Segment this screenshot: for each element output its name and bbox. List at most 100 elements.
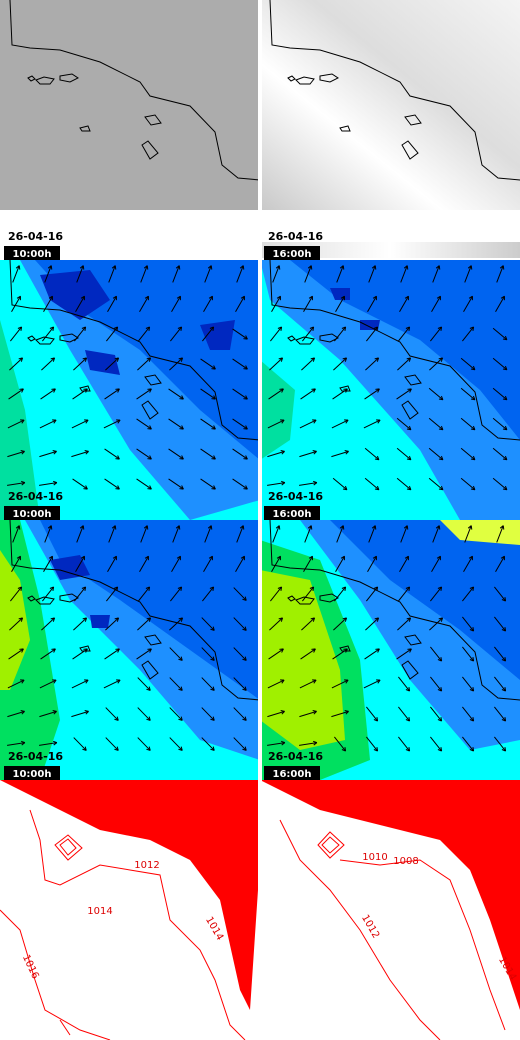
wind-arrow [432, 265, 440, 283]
wind-arrow [72, 648, 88, 660]
arrow-head [469, 326, 475, 331]
arrow-head [20, 480, 26, 486]
wind-panel [0, 259, 261, 520]
arrow-head [207, 525, 213, 530]
wind-arrow [201, 707, 215, 721]
wind-arrow [299, 482, 317, 486]
wind-arrow [10, 326, 22, 342]
wind-arrow [169, 737, 183, 751]
wind-arrow [333, 617, 347, 631]
wind-arrow [42, 326, 54, 342]
arrow-head [278, 617, 284, 622]
arrow-head [404, 555, 409, 561]
wind-arrow [428, 477, 444, 491]
arrow-head [111, 265, 117, 270]
wind-arrow [202, 586, 214, 602]
arrow-head [83, 388, 88, 393]
time-badge [264, 766, 320, 780]
contour-label: 1014 [87, 906, 112, 917]
wind-arrow [105, 617, 119, 631]
wind-arrow [43, 555, 53, 573]
wind-arrow [333, 357, 347, 371]
wind-arrow [430, 646, 442, 662]
wind-arrow [365, 357, 379, 371]
wind-arrow [302, 326, 314, 342]
arrow-head [280, 419, 285, 424]
wind-arrow [303, 555, 313, 573]
wind-arrow [463, 295, 473, 313]
arrow-head [47, 525, 53, 530]
wind-arrow [267, 742, 285, 746]
wind-arrow [268, 648, 284, 660]
arrow-head [405, 326, 411, 331]
arrow-head [311, 648, 316, 653]
wind-arrow [7, 742, 25, 746]
arrow-head [375, 648, 380, 653]
wind-arrow [233, 677, 247, 691]
wind-arrow [462, 736, 474, 752]
wind-arrow [336, 525, 344, 543]
arrow-head [17, 326, 23, 331]
wind-arrow [108, 265, 116, 283]
wind-arrow [397, 357, 411, 371]
wind-arrow [76, 265, 84, 283]
arrow-head [52, 450, 57, 455]
arrow-head [501, 717, 507, 722]
arrow-head [47, 265, 53, 270]
arrow-head [146, 686, 151, 691]
arrow-head [48, 555, 53, 561]
arrow-head [405, 687, 411, 692]
arrow-head [49, 586, 55, 591]
arrow-head [376, 419, 381, 424]
arrow-head [467, 265, 473, 270]
arrow-head [437, 586, 443, 591]
wind-arrow [169, 617, 183, 631]
arrow-head [341, 326, 347, 331]
arrow-head [82, 746, 87, 751]
wind-arrow [428, 447, 444, 461]
arrow-head [84, 679, 89, 684]
wind-arrow [492, 417, 508, 431]
wind-arrow [396, 417, 412, 431]
wind-arrow [492, 357, 508, 371]
wind-arrow [104, 448, 120, 460]
wind-arrow [460, 357, 476, 371]
arrow-head [406, 485, 412, 491]
arrow-head [469, 657, 475, 662]
wind-arrow [331, 419, 349, 429]
arrow-head [469, 747, 475, 752]
arrow-head [344, 679, 349, 684]
arrow-head [435, 525, 441, 530]
wind-arrow [104, 648, 120, 660]
arrow-head [84, 710, 89, 715]
wind-arrow [431, 555, 441, 573]
wind-arrow [303, 295, 313, 313]
arrow-head [275, 265, 281, 270]
arrow-head [373, 326, 379, 331]
wind-arrow [75, 295, 85, 313]
wind-arrow [44, 525, 52, 543]
arrow-head [243, 365, 248, 370]
wind-arrow [8, 388, 24, 400]
arrow-head [82, 357, 88, 362]
arrow-head [211, 455, 216, 460]
date-label: 26-04-16 [8, 230, 63, 243]
arrow-head [210, 656, 215, 661]
wind-arrow [43, 295, 53, 313]
arrow-head [146, 716, 151, 721]
arrow-head [175, 525, 181, 530]
wind-arrow [464, 525, 472, 543]
wind-arrow [105, 737, 119, 751]
wind-arrow [105, 357, 119, 371]
wind-arrow [139, 295, 149, 313]
wind-arrow [171, 295, 181, 313]
wind-arrow [300, 388, 316, 400]
wind-arrow [108, 525, 116, 543]
wind-arrow [136, 648, 152, 660]
arrow-head [16, 295, 21, 301]
arrow-head [372, 555, 377, 561]
contour-label: 1014 [203, 915, 225, 943]
arrow-head [280, 450, 285, 455]
arrow-head [147, 485, 152, 490]
wind-arrow [366, 326, 378, 342]
